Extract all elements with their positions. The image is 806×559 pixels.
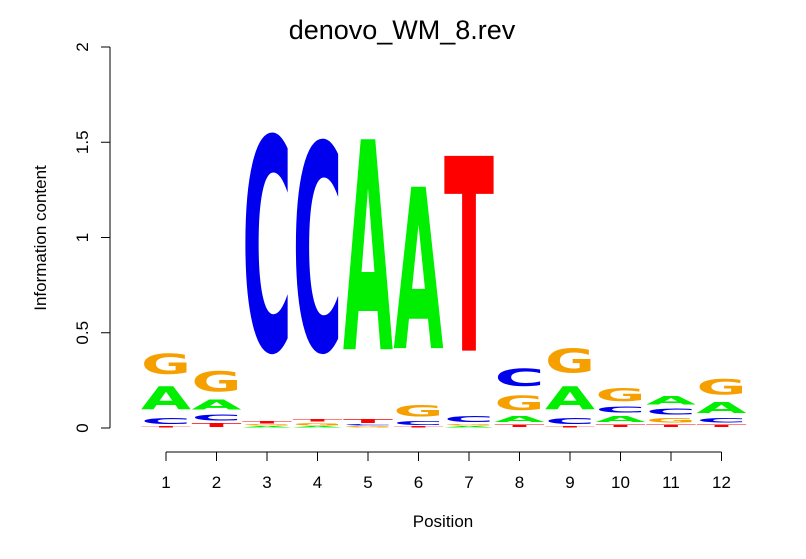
logo-letter-C: C — [141, 417, 191, 426]
logo-letter-G: G — [394, 401, 444, 420]
logo-letter-A: A — [646, 394, 696, 407]
logo-letter-T: T — [596, 424, 647, 428]
x-tick-label: 4 — [313, 473, 322, 492]
y-tick-label: 1.5 — [73, 130, 92, 154]
y-tick-label: 2 — [73, 42, 92, 51]
logo-letter-A: A — [545, 380, 595, 416]
x-tick-label: 3 — [262, 473, 271, 492]
y-tick-label: 1 — [73, 233, 92, 242]
logo-letter-T: T — [394, 426, 445, 428]
logo-letter-A: A — [192, 398, 242, 413]
x-axis: 1 2 3 4 5 6 7 8 9 10 11 12 — [161, 451, 731, 492]
x-tick-label: 10 — [611, 473, 630, 492]
logo-letter-G: G — [495, 392, 545, 415]
logo-letter-C: C — [343, 424, 393, 426]
logo-letter-G: G — [141, 349, 191, 381]
logo-letter-A: A — [242, 426, 293, 428]
logo-letter-C: C — [495, 364, 545, 392]
logo-letter-T: T — [545, 426, 596, 428]
logo-letter-T: T — [242, 420, 293, 424]
logo-letter-T: T — [444, 104, 494, 415]
logo-letter-A: A — [293, 426, 344, 428]
logo-letter-T: T — [495, 424, 546, 428]
logo-letter-G: G — [646, 417, 696, 425]
logo-letter-C: C — [596, 405, 646, 414]
y-axis-label: Information content — [31, 165, 50, 311]
logo-letter-C: C — [646, 407, 696, 416]
logo-letter-T: T — [192, 422, 243, 428]
logo-letter-A: A — [596, 415, 647, 425]
logo-letter-A: A — [394, 145, 444, 402]
logo-letter-C: C — [192, 413, 242, 422]
logo-letter-C: C — [242, 80, 292, 420]
y-axis: 0 0.5 1 1.5 2 — [73, 42, 111, 433]
logo-letter-G: G — [545, 343, 595, 381]
logo-letter-C: C — [293, 86, 343, 417]
x-tick-label: 5 — [363, 473, 372, 492]
logo-letter-C: C — [545, 417, 595, 426]
logo-letter-G: G — [697, 375, 747, 400]
logo-letter-C: C — [394, 420, 444, 426]
logo-letter-G: G — [242, 424, 292, 426]
logo-letter-T: T — [343, 419, 394, 425]
x-tick-label: 7 — [464, 473, 473, 492]
logo-letter-A: A — [495, 415, 546, 425]
logo-letter-G: G — [192, 366, 242, 398]
logo-letter-T: T — [697, 424, 748, 428]
logo-letter-T: T — [646, 424, 697, 428]
y-tick-label: 0 — [73, 423, 92, 432]
x-tick-label: 6 — [414, 473, 423, 492]
logo-letter-G: G — [293, 422, 343, 426]
x-tick-label: 8 — [515, 473, 524, 492]
logo-letter-C: C — [697, 417, 747, 425]
y-tick-label: 0.5 — [73, 321, 92, 345]
logo-letter-G: G — [343, 426, 393, 428]
logo-letter-T: T — [141, 426, 192, 428]
x-tick-label: 2 — [212, 473, 221, 492]
logo-letter-C: C — [444, 415, 494, 424]
x-axis-label: Position — [413, 512, 473, 531]
logo-letter-G: G — [444, 424, 494, 426]
logo-letter-A: A — [141, 380, 191, 416]
logo-letter-T: T — [293, 419, 344, 423]
x-tick-label: 11 — [662, 473, 680, 492]
x-tick-label: 1 — [161, 473, 170, 492]
logo-letter-G: G — [596, 384, 646, 405]
x-tick-label: 9 — [565, 473, 574, 492]
logo-letter-A: A — [343, 83, 393, 418]
logo-letter-A: A — [444, 426, 495, 428]
logo-stacks: TCAGTCAGAGTCAGTCGCTATCGAAGCTTAGCTCAGTACG… — [141, 80, 748, 428]
chart-title: denovo_WM_8.rev — [289, 15, 516, 45]
logo-letter-A: A — [697, 400, 748, 417]
x-tick-label: 12 — [712, 473, 731, 492]
